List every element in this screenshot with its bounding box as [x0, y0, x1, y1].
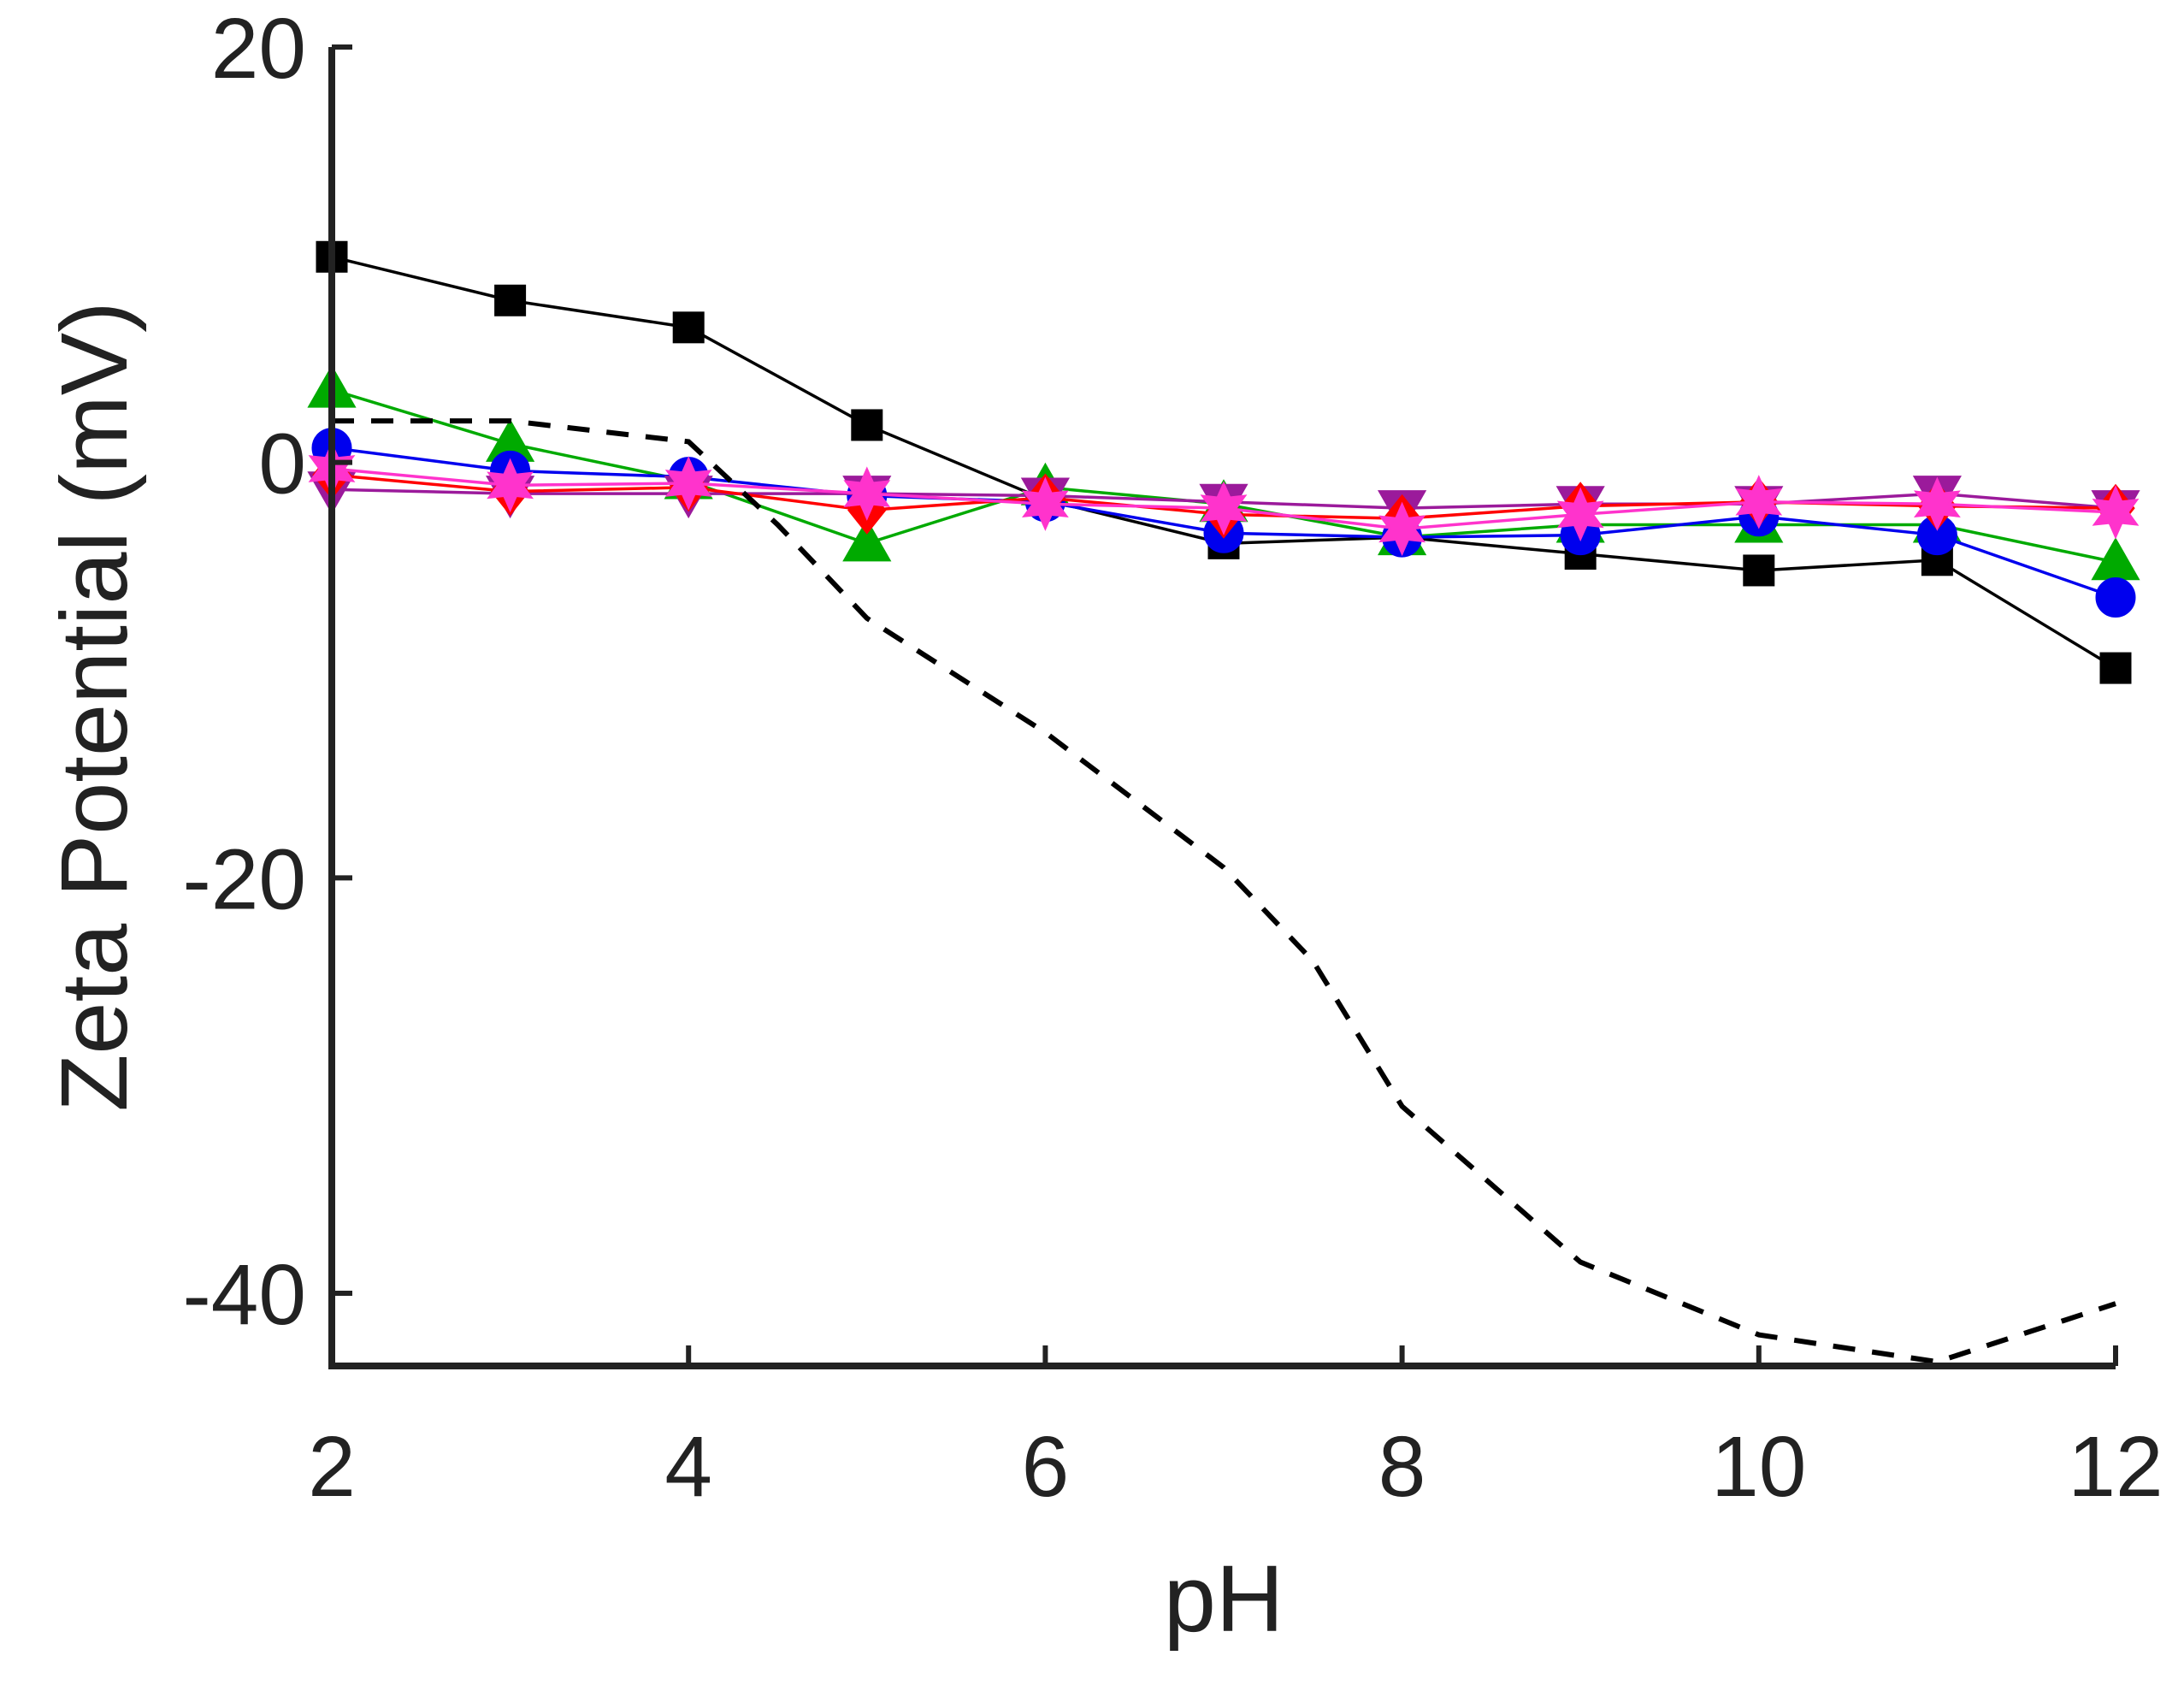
data-point-magenta-star	[1021, 476, 1069, 531]
data-point-magenta-star	[1735, 475, 1783, 529]
data-point-magenta-star	[1913, 476, 1961, 531]
series-line-reference-dashed	[332, 418, 2116, 1365]
x-tick-label: 4	[664, 1419, 712, 1515]
x-tick-label: 2	[308, 1419, 356, 1515]
series-black-square	[316, 240, 2132, 684]
data-point-black-square	[494, 284, 527, 316]
data-point-magenta-star	[664, 456, 712, 511]
y-tick-label: -20	[182, 831, 306, 927]
data-point-black-square	[1743, 554, 1775, 587]
data-point-magenta-star	[1200, 481, 1248, 535]
y-axis-title: Zeta Potential (mV)	[42, 301, 147, 1112]
x-axis-title: pH	[1164, 1546, 1284, 1652]
data-point-black-square	[672, 311, 705, 344]
data-point-magenta-star	[843, 466, 891, 521]
data-point-black-square	[2099, 652, 2132, 684]
data-point-magenta-star	[1556, 487, 1604, 542]
data-point-magenta-star	[487, 458, 534, 513]
x-tick-label: 12	[2068, 1419, 2163, 1515]
y-tick-label: 0	[258, 417, 306, 512]
data-point-black-square	[851, 409, 883, 441]
x-tick-label: 8	[1378, 1419, 1426, 1515]
ticks: 2 4 6 8 10 12 20 0 -20 -40	[182, 1, 2163, 1515]
data-point-green-triangle	[842, 518, 892, 562]
y-tick-label: -40	[182, 1247, 306, 1343]
y-tick-label: 20	[211, 1, 306, 97]
series-layer	[307, 240, 2140, 1365]
x-tick-label: 6	[1022, 1419, 1070, 1515]
series-reference-dashed	[332, 418, 2116, 1365]
data-point-magenta-star	[2092, 485, 2140, 540]
x-tick-label: 10	[1711, 1419, 1806, 1515]
axes	[328, 47, 2116, 1369]
data-point-magenta-star	[1378, 501, 1426, 557]
data-point-blue-circle	[2095, 577, 2136, 618]
